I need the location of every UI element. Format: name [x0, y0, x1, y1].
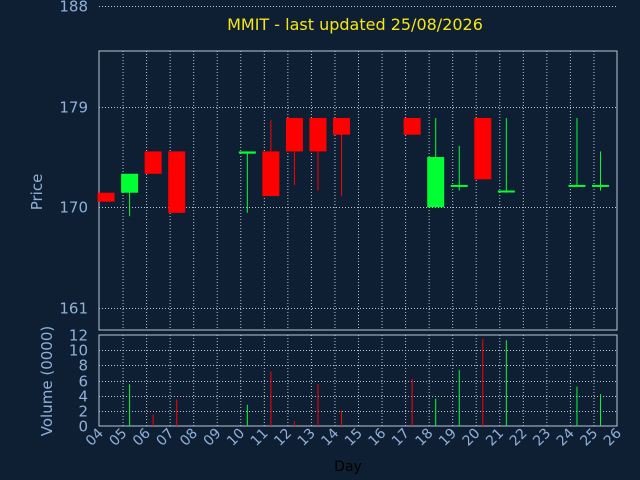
candle-body	[168, 151, 186, 213]
candle	[568, 117, 586, 187]
price-tick-label: 188	[59, 0, 88, 16]
volume-tick-label: 2	[78, 403, 88, 421]
candle	[285, 117, 303, 185]
candle	[262, 120, 280, 197]
candle-body	[121, 173, 139, 193]
volume-tick-label: 0	[78, 418, 88, 436]
candle-body	[97, 192, 115, 202]
candle	[168, 151, 186, 213]
price-tick-label: 179	[59, 99, 88, 117]
price-grid	[99, 6, 617, 330]
price-tick-label: 170	[59, 199, 88, 217]
price-tick-label: 161	[59, 300, 88, 318]
price-axis-label: Price	[28, 174, 46, 211]
candle-body	[592, 184, 610, 187]
candle	[474, 117, 492, 180]
candle	[450, 145, 468, 191]
volume-bars	[129, 338, 602, 426]
candle	[121, 173, 139, 217]
candles	[97, 117, 610, 217]
volume-tick-label: 12	[69, 327, 88, 345]
volume-tick-label: 10	[69, 342, 88, 360]
price-y-axis: 161 170 179 188	[59, 0, 88, 318]
chart-title: MMIT - last updated 25/08/2026	[227, 15, 483, 34]
volume-tick-label: 6	[78, 373, 88, 391]
candle-body	[333, 117, 351, 135]
candle	[144, 151, 162, 174]
candle	[592, 151, 610, 191]
candle-body	[497, 190, 515, 193]
candle-body	[474, 117, 492, 180]
candle-body	[403, 117, 421, 135]
candle	[333, 117, 351, 197]
candle-body	[568, 184, 586, 187]
candle-body	[285, 117, 303, 152]
candle	[309, 117, 327, 191]
volume-tick-label: 8	[78, 357, 88, 375]
candle-body	[238, 151, 256, 154]
candle-body	[144, 151, 162, 174]
candle	[238, 151, 256, 213]
volume-axis-label: Volume (0000)	[38, 326, 56, 436]
price-panel: 161 170 179 188 Price	[28, 0, 618, 331]
volume-grid	[99, 335, 617, 426]
candle-body	[262, 151, 280, 197]
candle-body	[427, 157, 445, 208]
day-x-axis: 04 05 06 07 08 09 10 11 12 13 14 15 16 17 18 19 20 21 22 23…	[83, 425, 625, 449]
volume-tick-label: 4	[78, 388, 88, 406]
candle-body	[309, 117, 327, 152]
day-axis-label: Day	[334, 459, 362, 475]
candle	[97, 192, 115, 202]
candle	[427, 117, 445, 208]
candle	[497, 117, 515, 193]
candle-body	[450, 184, 468, 187]
candle	[403, 117, 421, 135]
